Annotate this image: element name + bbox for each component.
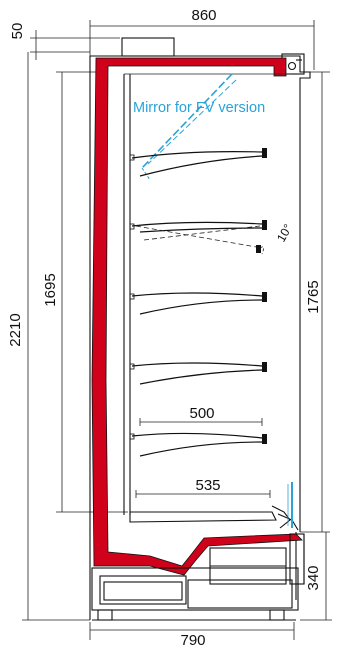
cabinet-outline bbox=[89, 55, 311, 620]
shelf-2-tilted bbox=[129, 220, 267, 255]
dim-front-height: 1765 bbox=[305, 280, 322, 313]
dim-shelf-depth-upper: 500 bbox=[189, 405, 214, 422]
insulation-red bbox=[91, 57, 303, 576]
dim-shelf-tilt: 10° bbox=[274, 221, 295, 244]
dim-top-width: 860 bbox=[191, 7, 216, 24]
base-deck bbox=[129, 490, 299, 531]
dim-total-height: 2210 bbox=[7, 313, 24, 346]
feet bbox=[92, 609, 296, 621]
dimension-lines bbox=[22, 20, 332, 640]
machine-compartment bbox=[91, 533, 305, 611]
shelf-3 bbox=[129, 292, 267, 315]
top-unit-box bbox=[121, 37, 175, 57]
dim-base-height: 340 bbox=[305, 565, 322, 590]
dim-display-height: 1695 bbox=[42, 273, 59, 306]
dim-top-offset: 50 bbox=[9, 23, 26, 40]
canopy-light bbox=[281, 53, 305, 75]
front-glass bbox=[287, 482, 293, 528]
shelf-5 bbox=[129, 418, 267, 457]
dim-shelf-depth-lower: 535 bbox=[195, 477, 220, 494]
shelf-4 bbox=[129, 362, 267, 385]
mirror-note: Mirror for FV version bbox=[133, 100, 265, 116]
mirror-fv bbox=[141, 73, 237, 181]
dim-base-depth: 790 bbox=[180, 632, 205, 647]
shelf-1 bbox=[129, 148, 267, 177]
